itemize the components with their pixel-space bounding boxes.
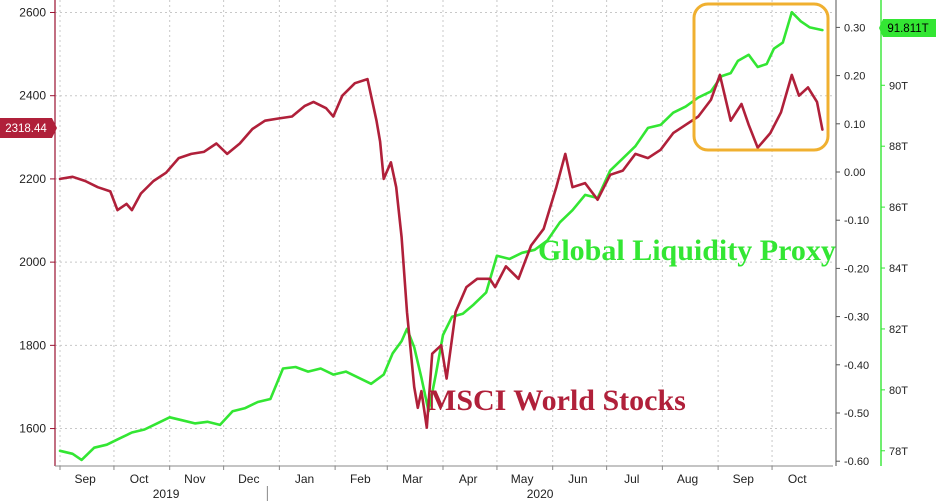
x-tick-label: Aug bbox=[677, 472, 698, 486]
left-axis: 2600 2400 2200 2000 1800 1600 bbox=[19, 0, 56, 466]
left-tick-label: 2400 bbox=[19, 89, 46, 103]
highlight-box bbox=[692, 2, 830, 152]
middle-tick-label: 0.00 bbox=[844, 167, 865, 179]
series-line-msci-world-stocks bbox=[58, 73, 824, 430]
middle-tick-label: -0.30 bbox=[844, 312, 869, 324]
stocks-last-value: 2318.44 bbox=[5, 123, 47, 135]
left-tick-label: 2000 bbox=[19, 255, 46, 269]
x-tick-label: May bbox=[511, 472, 534, 486]
right-axis: 90T 88T 86T 84T 82T 80T 78T bbox=[880, 0, 908, 466]
right-tick-label: 84T bbox=[889, 263, 908, 275]
middle-tick-label: -0.40 bbox=[844, 360, 869, 372]
x-axis: Sep Oct Nov Dec Jan Feb Mar Apr May Jun Jul Aug Sep O… bbox=[55, 465, 833, 501]
x-tick-label: Oct bbox=[130, 472, 149, 486]
x-tick-label: Apr bbox=[459, 472, 478, 486]
right-tick-label: 90T bbox=[889, 80, 908, 92]
right-tick-label: 80T bbox=[889, 385, 908, 397]
x-tick-label: Sep bbox=[733, 472, 755, 486]
x-tick-label: Jun bbox=[568, 472, 587, 486]
middle-tick-label: -0.60 bbox=[844, 456, 869, 468]
left-tick-label: 2200 bbox=[19, 172, 46, 186]
middle-tick-label: -0.10 bbox=[844, 215, 869, 227]
middle-tick-label: -0.50 bbox=[844, 408, 869, 420]
year-label-2019: 2019 bbox=[153, 487, 180, 501]
x-tick-label: Feb bbox=[350, 472, 371, 486]
x-tick-label: Oct bbox=[788, 472, 807, 486]
middle-axis: 0.30 0.20 0.10 0.00 -0.10 -0.20 -0.30 -0.40 -0.5… bbox=[835, 0, 869, 468]
right-tick-label: 82T bbox=[889, 324, 908, 336]
left-tick-label: 1600 bbox=[19, 422, 46, 436]
x-tick-label: Sep bbox=[74, 472, 96, 486]
x-tick-label: Dec bbox=[238, 472, 259, 486]
middle-tick-label: -0.20 bbox=[844, 263, 869, 275]
year-label-2020: 2020 bbox=[527, 487, 554, 501]
x-tick-label: Jan bbox=[295, 472, 314, 486]
x-tick-label: Nov bbox=[184, 472, 205, 486]
x-tick-label: Mar bbox=[402, 472, 423, 486]
middle-tick-label: 0.20 bbox=[844, 71, 865, 83]
left-tick-label: 2600 bbox=[19, 5, 46, 19]
stocks-annotation: MSCI World Stocks bbox=[428, 384, 686, 417]
right-tick-label: 88T bbox=[889, 141, 908, 153]
liquidity-annotation: Global Liquidity Proxy bbox=[538, 234, 836, 267]
right-tick-label: 86T bbox=[889, 202, 908, 214]
middle-tick-label: 0.10 bbox=[844, 119, 865, 131]
liquidity-last-value: 91.811T bbox=[887, 23, 928, 35]
right-tick-label: 78T bbox=[889, 446, 908, 458]
series-lines bbox=[58, 10, 824, 462]
x-tick-label: Jul bbox=[624, 472, 639, 486]
left-tick-label: 1800 bbox=[19, 338, 46, 352]
middle-tick-label: 0.30 bbox=[844, 22, 865, 34]
stocks-last-badge: 2318.44 bbox=[0, 118, 57, 138]
liquidity-last-badge: 91.811T bbox=[879, 19, 936, 37]
